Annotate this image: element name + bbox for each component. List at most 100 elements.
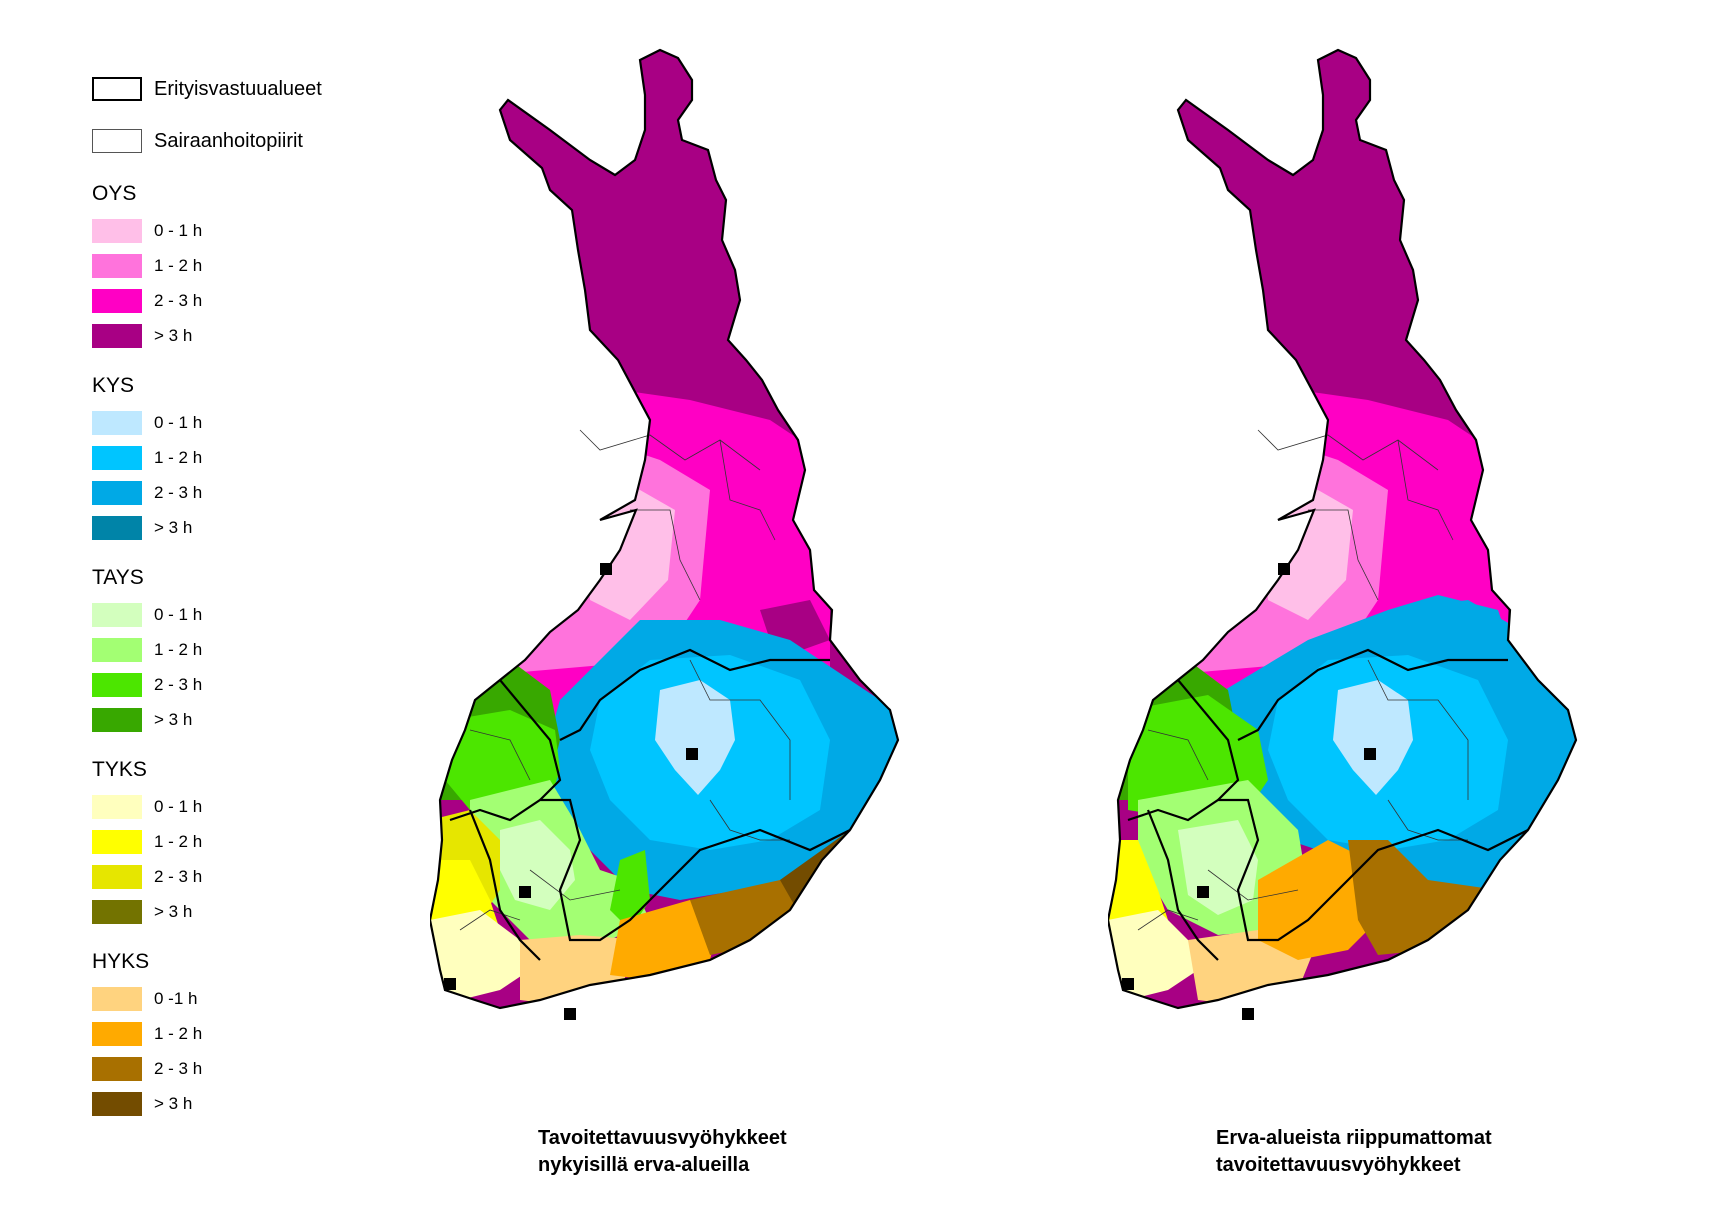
legend-swatch — [92, 1057, 142, 1081]
legend-swatch — [92, 516, 142, 540]
legend-swatch — [92, 830, 142, 854]
legend-label: 2 - 3 h — [154, 867, 203, 886]
legend-label: 2 - 3 h — [154, 675, 203, 694]
legend-item-erva-boundary: Erityisvastuualueet — [92, 76, 322, 102]
legend-group-title-hyks: HYKS — [92, 950, 150, 973]
legend-swatch — [92, 795, 142, 819]
map-current-erva — [428, 40, 950, 1045]
erva-boundaries — [1106, 48, 1578, 1010]
legend-swatch — [92, 254, 142, 278]
legend-label: > 3 h — [154, 326, 193, 345]
legend-swatch — [92, 900, 142, 924]
legend-label: 2 - 3 h — [154, 1059, 203, 1078]
legend-item: 2 - 3 h — [92, 480, 202, 506]
zone-kys-0-1h — [655, 680, 735, 795]
legend-label: 1 - 2 h — [154, 1024, 203, 1043]
caption-line: nykyisillä erva-alueilla — [538, 1154, 750, 1176]
legend-item: 0 - 1 h — [92, 602, 202, 628]
legend-item: 1 - 2 h — [92, 253, 202, 279]
finland-map-left — [428, 48, 900, 1020]
legend-label: 0 - 1 h — [154, 413, 203, 432]
map-independent — [1106, 40, 1628, 1045]
erva-boundaries — [428, 48, 900, 1010]
legend-swatch — [92, 638, 142, 662]
legend-item: > 3 h — [92, 899, 192, 925]
legend-swatch-thin-outline — [92, 129, 142, 153]
hospital-marker-oys — [1278, 563, 1290, 575]
legend-item: > 3 h — [92, 1091, 192, 1117]
legend-label: > 3 h — [154, 710, 193, 729]
legend-item: 0 - 1 h — [92, 410, 202, 436]
hospital-marker-kys — [686, 748, 698, 760]
map-caption-left: Tavoitettavuusvyöhykkeet nykyisillä erva… — [538, 1125, 787, 1179]
legend-item: 2 - 3 h — [92, 288, 202, 314]
legend-item: 1 - 2 h — [92, 445, 202, 471]
legend-item-district-boundary: Sairaanhoitopiirit — [92, 128, 303, 154]
legend-swatch — [92, 219, 142, 243]
legend-item: 1 - 2 h — [92, 1021, 202, 1047]
zone-tays-0-1h — [500, 820, 575, 910]
legend-swatch — [92, 987, 142, 1011]
zone-kys-0-1h — [1333, 680, 1413, 795]
legend-item: 0 -1 h — [92, 986, 197, 1012]
legend-group-title-oys: OYS — [92, 182, 137, 205]
legend-swatch-thick-outline — [92, 77, 142, 101]
legend-label: 1 - 2 h — [154, 448, 203, 467]
legend-swatch — [92, 411, 142, 435]
legend-swatch — [92, 865, 142, 889]
legend-label: 0 -1 h — [154, 989, 198, 1008]
legend-label: 0 - 1 h — [154, 605, 203, 624]
hospital-marker-hyks — [564, 1008, 576, 1020]
caption-line: Tavoitettavuusvyöhykkeet — [538, 1127, 787, 1149]
legend-swatch — [92, 446, 142, 470]
hospital-marker-oys — [600, 563, 612, 575]
legend-item: 1 - 2 h — [92, 637, 202, 663]
legend-swatch — [92, 1092, 142, 1116]
legend-group-title-kys: KYS — [92, 374, 135, 397]
legend-swatch — [92, 673, 142, 697]
legend-item: 0 - 1 h — [92, 794, 202, 820]
zone-tyks-0-1h — [1108, 910, 1198, 1000]
legend-item: > 3 h — [92, 707, 192, 733]
legend-item: > 3 h — [92, 323, 192, 349]
finland-map-right — [1106, 48, 1578, 1020]
legend-label: 2 - 3 h — [154, 483, 203, 502]
caption-line: tavoitettavuusvyöhykkeet — [1216, 1154, 1461, 1176]
caption-line: Erva-alueista riippumattomat — [1216, 1127, 1492, 1149]
hospital-marker-tays — [1197, 886, 1209, 898]
legend-group-title-tays: TAYS — [92, 566, 144, 589]
legend-swatch — [92, 708, 142, 732]
legend-item: 0 - 1 h — [92, 218, 202, 244]
map-caption-right: Erva-alueista riippumattomat tavoitettav… — [1216, 1125, 1492, 1179]
district-boundaries — [459, 429, 791, 931]
legend-item: 2 - 3 h — [92, 1056, 202, 1082]
hospital-marker-tyks — [444, 978, 456, 990]
legend-swatch — [92, 324, 142, 348]
legend-item: > 3 h — [92, 515, 192, 541]
legend-item: 2 - 3 h — [92, 864, 202, 890]
legend-swatch — [92, 289, 142, 313]
legend-label: 0 - 1 h — [154, 221, 203, 240]
district-boundaries — [1137, 429, 1469, 931]
zone-tyks-0-1h — [430, 910, 530, 1000]
legend-label: > 3 h — [154, 1094, 193, 1113]
legend-item: 2 - 3 h — [92, 672, 202, 698]
legend-label: 2 - 3 h — [154, 291, 203, 310]
hospital-marker-tyks — [1122, 978, 1134, 990]
legend-swatch — [92, 481, 142, 505]
legend-label: 1 - 2 h — [154, 832, 203, 851]
legend-label: Sairaanhoitopiirit — [154, 129, 303, 152]
legend-label: > 3 h — [154, 902, 193, 921]
legend-group-title-tyks: TYKS — [92, 758, 147, 781]
hospital-marker-tays — [519, 886, 531, 898]
hospital-marker-kys — [1364, 748, 1376, 760]
zone-kys-2-3h-north — [1388, 595, 1508, 650]
legend-label: 1 - 2 h — [154, 640, 203, 659]
legend-swatch — [92, 1022, 142, 1046]
legend-label: Erityisvastuualueet — [154, 77, 322, 100]
legend-label: 1 - 2 h — [154, 256, 203, 275]
zone-hyks-1-2h — [610, 900, 720, 980]
legend-swatch — [92, 603, 142, 627]
hospital-marker-hyks — [1242, 1008, 1254, 1020]
legend-label: 0 - 1 h — [154, 797, 203, 816]
